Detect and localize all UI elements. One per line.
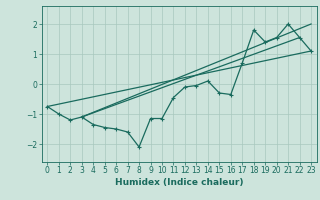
X-axis label: Humidex (Indice chaleur): Humidex (Indice chaleur) — [115, 178, 244, 187]
